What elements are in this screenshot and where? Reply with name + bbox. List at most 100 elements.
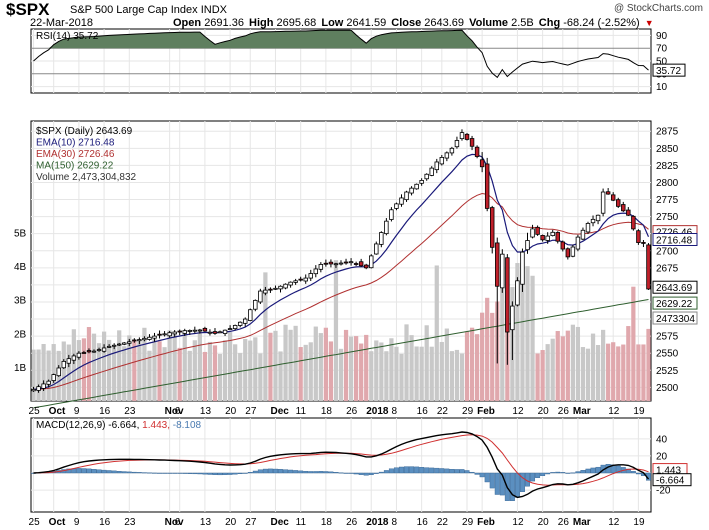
volume-bar xyxy=(313,326,318,401)
macd-histogram-bar xyxy=(590,467,596,474)
x-axis-label-macd: 19 xyxy=(633,517,645,528)
volume-bar xyxy=(530,275,535,401)
volume-bar xyxy=(172,333,177,401)
volume-bar xyxy=(202,351,208,401)
macd-histogram-bar xyxy=(86,468,92,474)
macd-tick-label: 20 xyxy=(656,451,668,462)
macd-histogram-bar xyxy=(323,471,329,474)
candle-body xyxy=(575,236,581,250)
x-axis-label-macd: 26 xyxy=(558,517,570,528)
volume-tick-label: 1B xyxy=(14,363,27,374)
macd-histogram-bar xyxy=(555,471,561,474)
macd-histogram-bar xyxy=(489,472,495,489)
candle-body xyxy=(96,349,102,351)
volume-bar xyxy=(515,263,520,401)
macd-histogram-bar xyxy=(545,472,551,475)
candle-body xyxy=(444,152,450,159)
price-tick-label: 2750 xyxy=(656,212,679,223)
candle-body xyxy=(132,339,137,342)
macd-histogram-bar xyxy=(313,471,319,474)
volume-bar xyxy=(485,297,490,401)
candle-body xyxy=(318,264,324,270)
candle-body xyxy=(369,255,374,269)
candle-body xyxy=(409,187,414,194)
volume-bar xyxy=(81,338,87,401)
volume-bar xyxy=(449,351,455,401)
x-axis-label-price: 27 xyxy=(245,406,257,417)
volume-bar xyxy=(298,347,303,401)
volume-bar xyxy=(101,331,107,401)
volume-bar xyxy=(61,341,66,401)
x-axis-label-macd: 20 xyxy=(225,517,237,528)
x-axis-label-price: Oct xyxy=(49,406,66,417)
volume-bar xyxy=(212,345,218,401)
candle-body xyxy=(616,199,621,207)
volume-bar xyxy=(323,327,328,401)
candle-body xyxy=(172,331,177,335)
source-credit[interactable]: @ StockCharts.com xyxy=(613,3,703,14)
x-axis-label-price: 6 xyxy=(175,406,181,417)
macd-histogram-bar xyxy=(454,469,460,474)
close-badge: 2643.69 xyxy=(656,283,693,294)
macd-histogram-bar xyxy=(363,472,369,476)
candle-body xyxy=(389,209,394,220)
candle-body xyxy=(555,232,560,242)
volume-bar xyxy=(177,347,182,401)
volume-bar xyxy=(112,346,117,401)
volume-bar xyxy=(243,338,248,401)
macd-histogram-bar xyxy=(494,472,500,495)
candle-body xyxy=(424,173,429,180)
candle-body xyxy=(484,163,490,209)
volume-bar xyxy=(525,266,530,401)
volume-bar xyxy=(142,327,147,401)
rsi-tick-label: 70 xyxy=(656,44,668,55)
macd-histogram-bar xyxy=(484,472,490,483)
volume-bar xyxy=(91,333,97,401)
volume-bar xyxy=(560,336,565,401)
candle-body xyxy=(147,336,152,340)
macd-histogram-bar xyxy=(257,469,263,474)
macd-histogram-bar xyxy=(393,467,399,474)
candle-body xyxy=(313,268,319,275)
volume-bar xyxy=(76,340,82,401)
price-tick-label: 2675 xyxy=(656,263,679,274)
candle-body xyxy=(293,280,298,283)
macd-histogram-bar xyxy=(343,472,349,474)
volume-bar xyxy=(217,353,223,401)
candle-body xyxy=(116,343,122,346)
macd-histogram-bar xyxy=(615,465,621,474)
macd-histogram-bar xyxy=(303,471,309,474)
price-tick-label: 2550 xyxy=(656,349,679,360)
candle-body xyxy=(122,342,127,345)
volume-bar xyxy=(41,344,46,401)
candle-body xyxy=(540,235,545,241)
x-axis-label-price: Mar xyxy=(573,406,591,417)
macd-histogram-bar xyxy=(585,468,591,474)
volume-bar xyxy=(36,349,41,401)
candle-body xyxy=(142,337,147,341)
candle-body xyxy=(323,262,329,265)
candle-body xyxy=(197,329,203,332)
macd-histogram-bar xyxy=(464,470,470,474)
macd-histogram-bar xyxy=(509,472,515,501)
x-axis-label-price: 23 xyxy=(124,406,136,417)
x-axis-label-macd: 12 xyxy=(608,517,620,528)
candle-body xyxy=(328,261,334,265)
ema10-badge: 2716.48 xyxy=(656,236,693,247)
x-axis-label-macd: 2018 xyxy=(366,517,389,528)
macd-histogram-bar xyxy=(514,472,520,498)
macd-histogram-bar xyxy=(560,472,566,474)
macd-histogram-bar xyxy=(232,472,238,475)
macd-histogram-bar xyxy=(222,472,228,475)
candle-body xyxy=(419,180,424,184)
candle-body xyxy=(46,380,51,385)
candle-body xyxy=(631,215,636,230)
volume-bar xyxy=(162,347,167,401)
candle-body xyxy=(217,331,223,334)
quote-summary: Open 2691.36 High 2695.68 Low 2641.59 Cl… xyxy=(173,17,654,29)
candle-body xyxy=(227,328,233,331)
x-axis-label-macd: 29 xyxy=(462,517,474,528)
volume-bar xyxy=(303,344,308,401)
macd-histogram-bar xyxy=(217,472,223,476)
macd-histogram-bar xyxy=(378,471,384,474)
